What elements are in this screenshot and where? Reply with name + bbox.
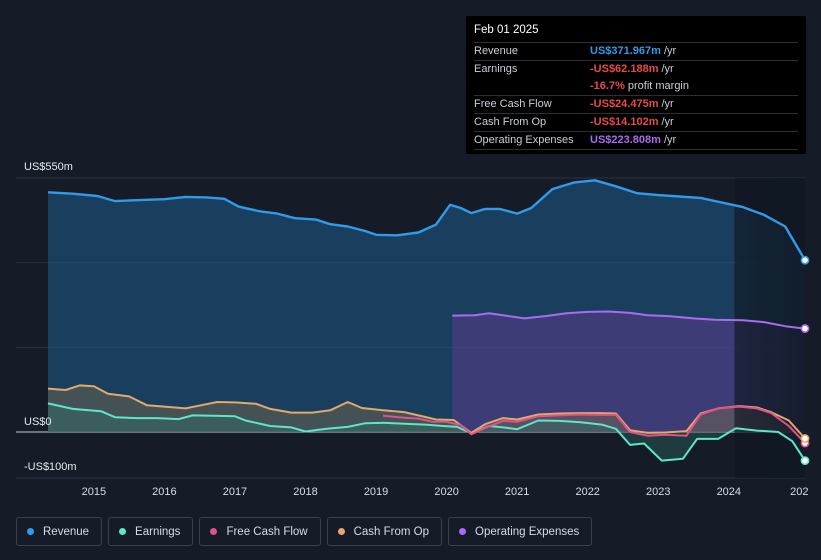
x-tick-label: 2019	[364, 486, 388, 498]
tooltip-label: Cash From Op	[474, 116, 547, 128]
y-axis-zero-label: US$0	[24, 416, 52, 428]
revenue-end-marker	[800, 255, 810, 265]
operating-expenses-end-marker	[800, 324, 810, 333]
legend-label: Revenue	[43, 525, 90, 538]
operating-expenses-line	[452, 310, 806, 330]
tooltip-label: Operating Expenses	[474, 134, 574, 146]
tooltip-value: -16.7%	[590, 80, 625, 92]
chart-legend: Revenue Earnings Free Cash Flow Cash Fro…	[16, 517, 593, 546]
tooltip-unit: /yr	[663, 45, 677, 57]
cash-from-op-line	[47, 384, 806, 440]
x-tick-label: 2024	[717, 486, 741, 498]
legend-item-revenue[interactable]: Revenue	[16, 517, 103, 546]
legend-dot-icon	[459, 528, 467, 535]
tooltip-row-free-cash-flow: Free Cash Flow -US$24.475m /yr	[474, 96, 798, 114]
legend-item-earnings[interactable]: Earnings	[108, 517, 194, 546]
legend-label: Cash From Op	[353, 525, 430, 538]
x-tick-label: 2018	[293, 486, 317, 498]
legend-label: Earnings	[135, 525, 181, 538]
operating-expenses-area	[452, 311, 805, 432]
x-tick-label: 2017	[223, 486, 247, 498]
tooltip-date: Feb 01 2025	[474, 23, 798, 43]
tooltip-unit: /yr	[663, 134, 677, 146]
tooltip-row-earnings: Earnings -US$62.188m /yr	[474, 61, 798, 78]
series-areas	[48, 180, 805, 461]
tooltip-label: Revenue	[474, 45, 519, 57]
y-axis-top-label: US$550m	[24, 161, 73, 173]
legend-item-operating-expenses[interactable]: Operating Expenses	[448, 517, 593, 546]
x-axis-ticks: 2015 2016 2017 2018 2019 2020 2021 2022 2023 2024…	[82, 486, 809, 498]
tooltip-value: -US$14.102m	[590, 116, 659, 128]
legend-dot-icon	[27, 528, 34, 535]
x-tick-label: 2023	[646, 486, 670, 498]
series-end-markers	[800, 255, 810, 466]
tooltip-unit: /yr	[661, 63, 674, 75]
x-tick-label: 2022	[575, 486, 599, 498]
x-tick-label: 2015	[82, 486, 106, 498]
tooltip-row-cash-from-op: Cash From Op -US$14.102m /yr	[474, 114, 798, 132]
legend-label: Operating Expenses	[475, 525, 580, 538]
legend-item-free-cash-flow[interactable]: Free Cash Flow	[199, 517, 321, 546]
legend-dot-icon	[210, 528, 218, 535]
tooltip-unit: profit margin	[627, 80, 689, 92]
tooltip-value: -US$24.475m	[590, 98, 659, 110]
x-tick-label: 2021	[505, 486, 529, 498]
y-axis-bottom-label: -US$100m	[24, 461, 77, 473]
tooltip-label: Free Cash Flow	[474, 98, 552, 110]
cash-from-op-area	[48, 385, 805, 439]
legend-dot-icon	[337, 528, 345, 535]
tooltip-value: US$223.808m	[590, 134, 661, 146]
series-lines	[47, 179, 807, 462]
tooltip-row-operating-expenses: Operating Expenses US$223.808m /yr	[474, 132, 798, 150]
x-tick-label: 2016	[152, 486, 176, 498]
x-tick-label: 2020	[434, 486, 458, 498]
tooltip-row-profit-margin: -16.7% profit margin	[474, 78, 798, 96]
tooltip-value: US$371.967m	[590, 45, 661, 57]
cash-from-op-end-marker	[800, 434, 810, 443]
tooltip-unit: /yr	[661, 116, 674, 128]
x-tick-label: 202	[790, 486, 808, 498]
tooltip-label: Earnings	[474, 63, 518, 75]
tooltip-label	[474, 78, 590, 95]
earnings-end-marker	[800, 456, 810, 466]
tooltip-value: -US$62.188m	[590, 63, 659, 75]
earnings-line	[47, 402, 806, 462]
data-tooltip: Feb 01 2025 Revenue US$371.967m /yr Earn…	[466, 16, 806, 154]
legend-dot-icon	[119, 528, 127, 535]
free-cash-flow-line	[383, 405, 806, 444]
legend-label: Free Cash Flow	[226, 525, 308, 538]
tooltip-row-revenue: Revenue US$371.967m /yr	[474, 43, 798, 61]
revenue-line	[47, 179, 807, 261]
tooltip-unit: /yr	[661, 98, 674, 110]
legend-item-cash-from-op[interactable]: Cash From Op	[326, 517, 443, 546]
